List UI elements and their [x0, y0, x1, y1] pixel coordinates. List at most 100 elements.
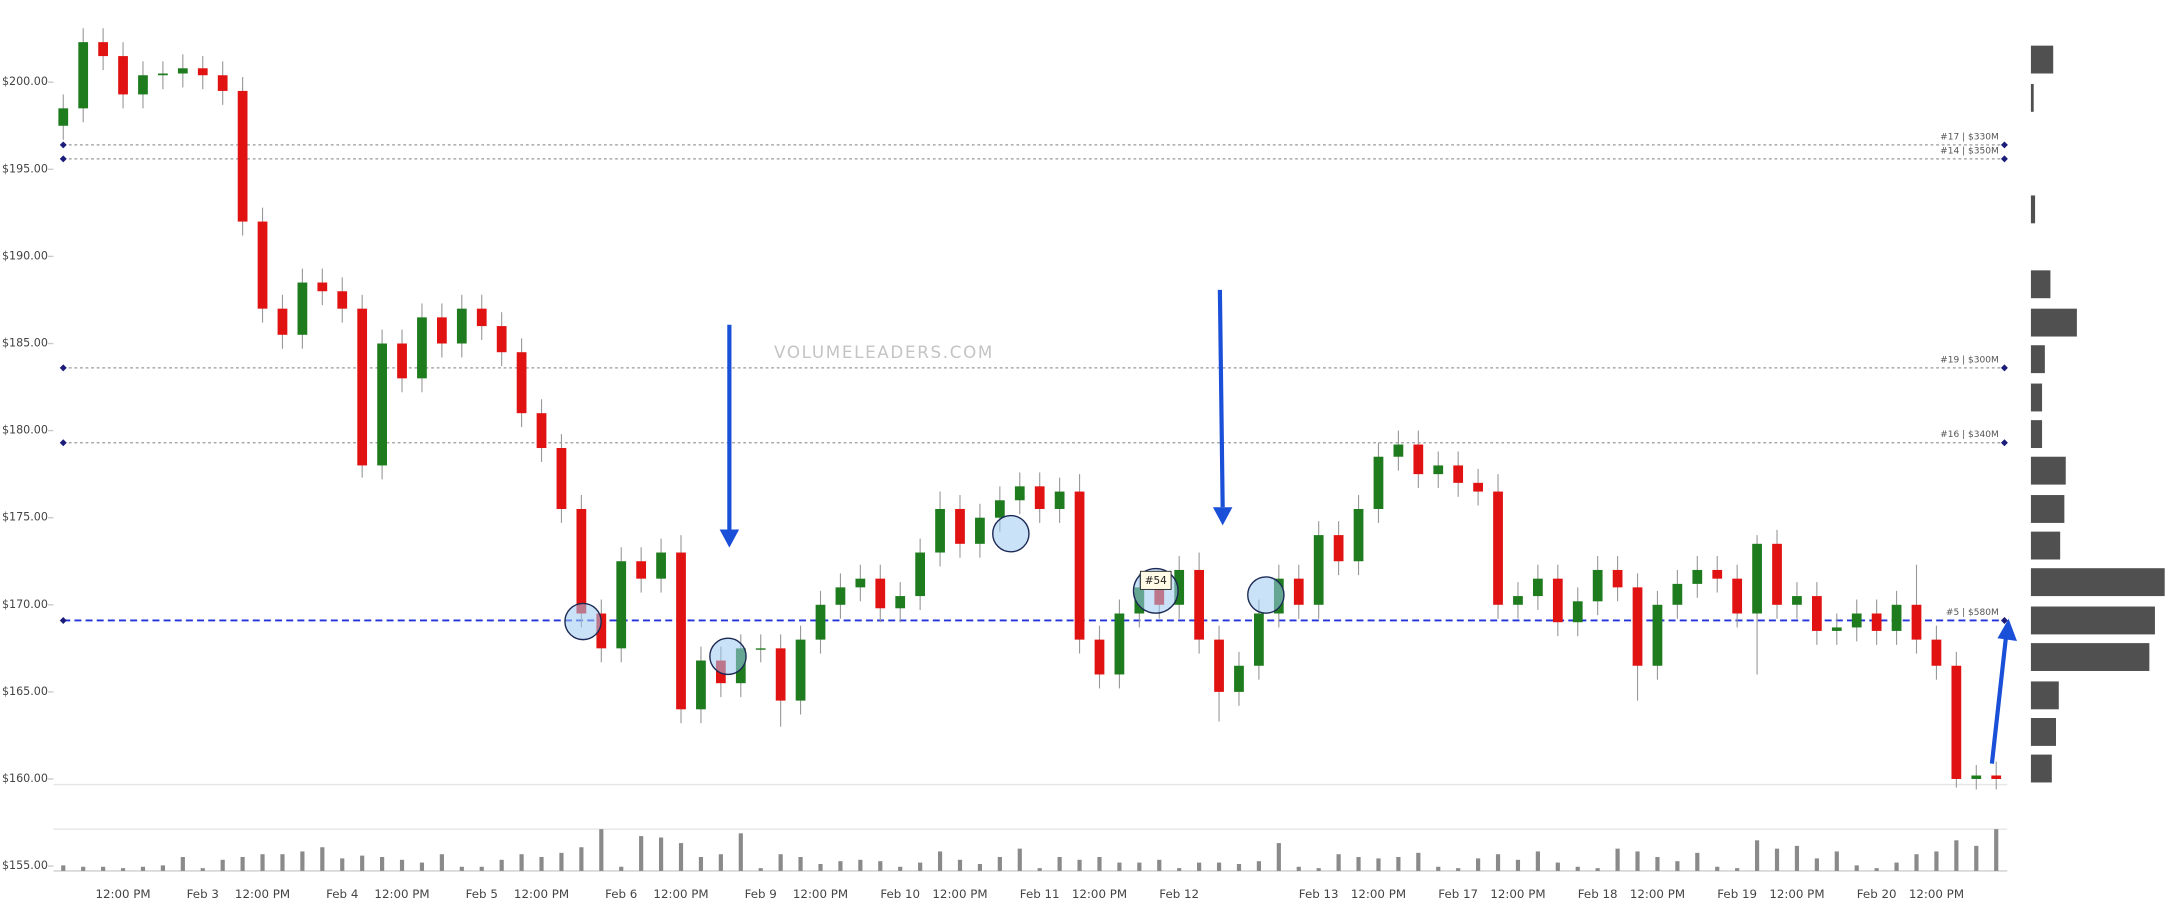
- volume-bar: [1575, 866, 1580, 871]
- candle-body: [1971, 775, 1982, 779]
- volume-bar: [1376, 858, 1381, 871]
- candle-body: [755, 648, 766, 650]
- volume-bar: [1874, 868, 1879, 871]
- candle-body: [1353, 508, 1364, 562]
- candle-body: [1114, 613, 1125, 675]
- volume-bar: [1336, 854, 1341, 871]
- candle-body: [1194, 569, 1204, 640]
- volume-bar: [639, 836, 644, 871]
- candle-body: [337, 291, 348, 309]
- highlight-circle: [992, 514, 1030, 553]
- candle-body: [1453, 465, 1464, 483]
- volume-bar: [101, 866, 106, 871]
- candle-body: [596, 613, 607, 649]
- x-tick-label: 12:00 PM: [1072, 887, 1127, 901]
- volume-bar: [1416, 852, 1421, 871]
- candle-body: [496, 326, 507, 353]
- volume-bar: [380, 857, 385, 871]
- volume-bar: [1675, 861, 1680, 871]
- volume-bar: [1615, 848, 1620, 871]
- volume-bar: [220, 859, 225, 871]
- y-tick-label: $185.00: [2, 337, 48, 350]
- x-tick-label: 12:00 PM: [374, 887, 429, 901]
- candle-body: [1732, 578, 1743, 614]
- candle-body: [1493, 491, 1503, 605]
- volume-bar: [399, 859, 405, 871]
- candle-body: [1094, 639, 1105, 675]
- candle-body: [994, 500, 1005, 518]
- candle-body: [576, 508, 587, 614]
- volume-bar: [1216, 862, 1222, 871]
- candle-body: [1871, 613, 1882, 631]
- candle-body: [377, 343, 387, 466]
- x-tick-label: 12:00 PM: [653, 887, 708, 901]
- volume-bar: [1157, 859, 1162, 871]
- volume-profile-bar: [2030, 420, 2043, 449]
- candle-body: [1692, 569, 1703, 584]
- candle-body: [138, 75, 148, 95]
- candle-body: [616, 561, 627, 649]
- volume-bar: [758, 868, 763, 871]
- highlight-circle: [709, 637, 747, 676]
- volume-bar: [1635, 851, 1640, 871]
- candle-body: [1612, 569, 1623, 588]
- x-tick-label: 12:00 PM: [1769, 887, 1824, 901]
- candle-body: [1393, 444, 1404, 457]
- callout-label: #54: [1145, 575, 1167, 587]
- candle-body: [1174, 569, 1185, 605]
- candle-body: [556, 448, 567, 509]
- y-tick-label: $195.00: [2, 162, 48, 175]
- y-tick-label: $190.00: [2, 249, 48, 262]
- volume-bar: [539, 857, 544, 871]
- x-tick-label: Feb 6: [605, 887, 637, 901]
- candle-body: [1672, 583, 1683, 605]
- candle-body: [855, 578, 866, 588]
- volume-bar: [1715, 866, 1720, 871]
- volume-bar: [280, 854, 285, 871]
- volume-profile-bar: [2030, 270, 2051, 299]
- level-marker: [2000, 155, 2008, 163]
- volume-profile-bar: [2030, 495, 2065, 523]
- arrow-head: [1212, 507, 1233, 526]
- candle-body: [975, 517, 985, 544]
- candle-body: [197, 68, 208, 76]
- y-tick-label: $165.00: [2, 685, 48, 698]
- volume-bar: [678, 843, 684, 871]
- candle-body: [875, 578, 886, 609]
- x-tick-label: Feb 18: [1578, 887, 1618, 901]
- volume-bar: [1197, 862, 1202, 871]
- volume-profile-bar: [2030, 83, 2034, 112]
- candle-body: [277, 308, 288, 335]
- y-tick-label: $155.00: [2, 859, 48, 872]
- candle-body: [1592, 569, 1603, 602]
- x-tick-label: 12:00 PM: [932, 887, 987, 901]
- candle-body: [1313, 535, 1324, 605]
- candles: [58, 28, 2165, 871]
- candle-body: [1433, 465, 1444, 475]
- volume-bar: [1754, 840, 1760, 871]
- volume-bar: [1177, 868, 1182, 871]
- candle-body: [1831, 627, 1842, 631]
- level-label: #17 | $330M: [1940, 132, 1999, 142]
- volume-bar: [439, 854, 444, 871]
- volume-bar: [1735, 868, 1740, 871]
- x-tick-label: Feb 17: [1438, 887, 1478, 901]
- x-tick-label: Feb 5: [466, 887, 498, 901]
- arrow-head: [1997, 618, 2017, 642]
- volume-bar: [1456, 868, 1461, 871]
- candle-body: [158, 73, 168, 76]
- volume-bar: [1834, 851, 1839, 871]
- candle-body: [1752, 543, 1762, 614]
- level-label: #16 | $340M: [1940, 430, 1999, 440]
- candle-body: [78, 42, 89, 109]
- volume-bar: [1954, 840, 1959, 871]
- volume-bar: [1914, 854, 1919, 871]
- candle-body: [1712, 569, 1723, 579]
- volume-bar: [937, 851, 943, 871]
- volume-bar: [1695, 852, 1700, 871]
- candle-body: [237, 90, 248, 222]
- volume-bar: [997, 857, 1002, 871]
